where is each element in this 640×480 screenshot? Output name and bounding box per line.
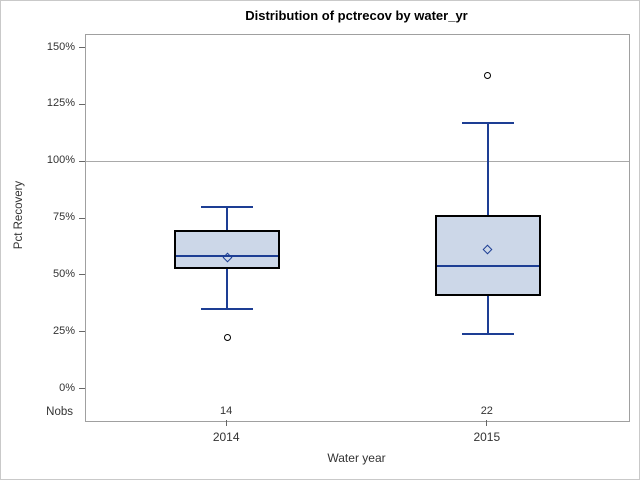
nobs-value: 22 xyxy=(480,405,493,417)
x-category-label: 2015 xyxy=(473,430,501,444)
y-axis-tick-label: 0% xyxy=(59,381,75,394)
x-category-label: 2014 xyxy=(212,430,240,444)
chart-title: Distribution of pctrecov by water_yr xyxy=(245,8,468,23)
y-axis-tick xyxy=(79,103,85,105)
y-axis-tick xyxy=(79,160,85,162)
nobs-value: 14 xyxy=(220,405,233,417)
upper-whisker-cap xyxy=(201,206,254,209)
y-axis-tick-label: 150% xyxy=(46,40,75,53)
y-axis-tick xyxy=(79,388,85,389)
y-axis-tick xyxy=(79,274,85,276)
y-axis-tick-label: 50% xyxy=(52,267,75,280)
y-axis-tick xyxy=(79,217,85,219)
reference-line-100pct xyxy=(86,161,629,163)
x-axis-tick xyxy=(486,420,488,426)
iqr-box xyxy=(434,215,541,296)
plot-area xyxy=(85,34,630,422)
x-axis-tick xyxy=(225,420,227,426)
upper-whisker-stem xyxy=(486,123,489,216)
nobs-row-label: Nobs xyxy=(46,406,73,418)
upper-whisker-stem xyxy=(226,207,229,230)
y-axis-tick-label: 75% xyxy=(52,211,75,223)
median-line xyxy=(176,255,279,257)
lower-whisker-cap xyxy=(201,308,254,311)
lower-whisker-stem xyxy=(486,295,489,335)
y-axis-tick-label: 100% xyxy=(46,154,75,167)
outlier-marker xyxy=(223,334,231,342)
x-axis-title: Water year xyxy=(327,451,386,465)
y-axis-tick xyxy=(79,47,85,48)
y-axis-tick-label: 25% xyxy=(52,324,75,337)
upper-whisker-cap xyxy=(461,122,514,125)
y-axis-tick xyxy=(79,331,85,333)
lower-whisker-cap xyxy=(461,333,514,336)
iqr-box xyxy=(174,229,281,269)
lower-whisker-stem xyxy=(226,268,229,310)
outlier-marker xyxy=(484,71,492,79)
y-axis-tick-label: 125% xyxy=(46,97,75,110)
median-line xyxy=(436,265,539,268)
